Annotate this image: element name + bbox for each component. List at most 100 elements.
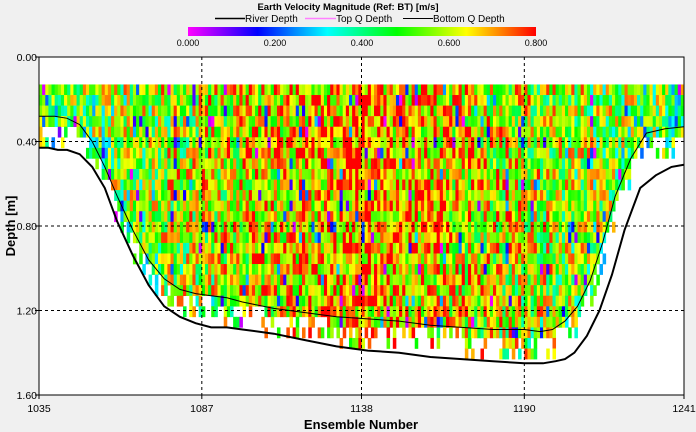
velocity-cell [323, 242, 328, 254]
velocity-cell [64, 126, 68, 138]
velocity-cell [565, 242, 569, 254]
velocity-cell [48, 105, 52, 117]
velocity-cell [505, 348, 510, 360]
velocity-cell [546, 137, 550, 149]
velocity-cell [98, 137, 103, 149]
velocity-cell [151, 211, 156, 223]
velocity-cell [370, 84, 375, 96]
velocity-cell [436, 168, 441, 180]
velocity-cell [596, 116, 600, 128]
velocity-cell [633, 84, 638, 96]
velocity-cell [195, 168, 200, 180]
velocity-cell [302, 221, 306, 233]
velocity-cell [170, 95, 175, 106]
velocity-cell [452, 179, 456, 191]
velocity-cell [474, 274, 478, 286]
velocity-cell [302, 168, 306, 180]
velocity-cell [533, 295, 538, 307]
velocity-cell [411, 126, 416, 138]
velocity-cell [493, 190, 497, 201]
velocity-cell [539, 285, 544, 297]
velocity-cell [302, 95, 306, 106]
velocity-cell [399, 168, 403, 180]
velocity-cell [383, 221, 387, 233]
velocity-cell [386, 232, 391, 244]
velocity-cell [167, 211, 171, 223]
velocity-cell [546, 158, 550, 170]
velocity-cell [442, 168, 447, 180]
bottom-q-depth-line [39, 115, 684, 333]
velocity-cell [314, 179, 319, 191]
velocity-cell [489, 105, 494, 117]
velocity-cell [264, 253, 268, 265]
velocity-cell [139, 168, 143, 180]
velocity-cell [242, 95, 247, 106]
velocity-cell [192, 105, 196, 117]
velocity-cell [276, 274, 281, 286]
velocity-cell [192, 200, 196, 212]
velocity-cell [245, 242, 250, 254]
velocity-cell [111, 84, 115, 96]
velocity-cell [217, 105, 221, 117]
colorbar-tick-label: 0.400 [351, 38, 374, 48]
velocity-cell [493, 306, 497, 318]
velocity-cell [380, 190, 384, 201]
velocity-cell [533, 253, 538, 265]
velocity-cell [527, 274, 531, 286]
velocity-cell [183, 211, 187, 223]
velocity-cell [233, 105, 237, 117]
velocity-cell [458, 105, 463, 117]
velocity-cell [420, 253, 425, 265]
velocity-cell [211, 95, 215, 106]
velocity-cell [386, 242, 391, 254]
velocity-cell [223, 221, 228, 233]
velocity-cell [255, 264, 259, 275]
velocity-cell [170, 200, 175, 212]
velocity-cell [377, 253, 381, 265]
velocity-cell [552, 274, 557, 286]
velocity-cell [436, 116, 441, 128]
velocity-cell [151, 116, 156, 128]
velocity-cell [558, 190, 563, 201]
velocity-cell [370, 211, 375, 223]
velocity-cell [289, 295, 294, 307]
velocity-cell [489, 306, 494, 318]
velocity-cell [493, 126, 497, 138]
velocity-cell [386, 337, 391, 349]
velocity-cell [449, 253, 453, 265]
velocity-cell [449, 306, 453, 318]
velocity-cell [539, 200, 544, 212]
velocity-cell [442, 116, 447, 128]
velocity-cell [327, 221, 331, 233]
velocity-cell [662, 84, 666, 96]
velocity-cell [214, 232, 218, 244]
velocity-cell [327, 242, 331, 254]
velocity-cell [364, 211, 369, 223]
velocity-cell [192, 168, 196, 180]
velocity-cell [565, 232, 569, 244]
velocity-cell [267, 190, 272, 201]
velocity-cell [201, 168, 206, 180]
legend-river-depth-label: River Depth [245, 14, 298, 25]
velocity-cell [467, 147, 472, 159]
velocity-cell [126, 158, 131, 170]
velocity-cell [508, 200, 513, 212]
velocity-cell [411, 221, 416, 233]
velocity-cell [496, 274, 500, 286]
velocity-cell [211, 168, 215, 180]
velocity-cell [345, 253, 350, 265]
velocity-cell [467, 137, 472, 149]
velocity-cell [320, 84, 325, 96]
velocity-cell [530, 116, 535, 128]
velocity-cell [370, 253, 375, 265]
velocity-cell [273, 147, 278, 159]
velocity-cell [458, 316, 463, 328]
velocity-cell [317, 126, 322, 138]
velocity-cell [273, 137, 278, 149]
velocity-cell [264, 147, 268, 159]
velocity-cell [123, 190, 128, 201]
velocity-cell [583, 200, 588, 212]
velocity-cell [220, 232, 225, 244]
velocity-cell [424, 84, 428, 96]
velocity-cell [380, 116, 384, 128]
